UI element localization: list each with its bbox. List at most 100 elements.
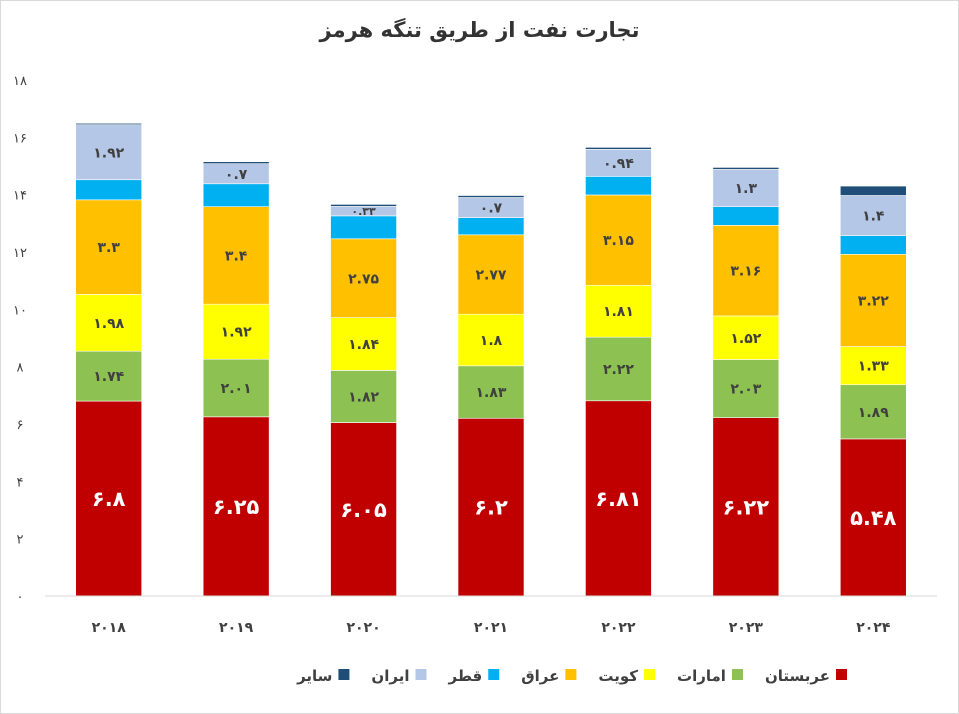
data-label: ۱.۳۳ [858,359,889,375]
x-axis: ۲۰۱۸ ۲۰۱۹ ۲۰۲۰ ۲۰۲۱ ۲۰۲۲ ۲۰۲۳ ۲۰۲۴ [45,595,937,636]
data-label: ۳.۱۵ [603,233,634,249]
y-tick-label: ۰ [17,590,24,605]
y-tick-label: ۲ [17,533,24,548]
legend-label: کویت [598,667,638,685]
data-label: ۱.۹۲ [93,145,124,161]
bar-segment [839,253,907,347]
bar-segment [202,206,270,305]
bar-segment [839,195,907,236]
bar-segment [712,225,780,317]
data-label: ۱.۸۱ [603,304,634,320]
y-axis: ۰ ۲ ۴ ۶ ۸ ۱۰ ۱۲ ۱۴ ۱۶ ۱۸ [13,74,27,605]
data-label: ۱.۳ [735,181,758,197]
bar-segment [839,346,907,386]
bar-segment [712,359,780,418]
bar-stack: ۶.۸۱ ۲.۲۲ ۱.۸۱ ۳.۱۵ ۰.۹۴ [585,147,652,597]
data-label: ۶.۲۲ [723,495,770,519]
y-tick-label: ۸ [17,361,24,376]
bar-segment [585,336,652,402]
data-label: ۳.۴ [225,248,248,264]
bar-segment [75,350,143,402]
bar-segment [75,122,143,126]
y-tick-label: ۱۶ [13,131,27,146]
bar-segment [712,206,780,226]
x-tick-label: ۲۰۲۳ [729,620,764,636]
bar-segment [75,124,143,181]
data-label: ۱.۴ [862,209,885,225]
bar-segment [457,234,525,315]
bar-stack: ۶.۲۵ ۲.۰۱ ۱.۹۲ ۳.۴ ۰.۷ [202,161,270,597]
data-label: ۰.۳۳ [351,205,376,218]
bar-segment [330,422,397,597]
bar-segment [712,417,780,597]
y-tick-label: ۱۴ [13,189,27,204]
bar-segment [202,161,270,165]
legend-swatch [644,669,656,680]
bar-segment [585,400,652,597]
bar-segment [585,149,652,177]
legend-item: عربستان [765,667,847,685]
bar-stack: ۶.۸ ۱.۷۴ ۱.۹۸ ۳.۳ ۱.۹۲ [75,122,143,597]
legend-label: ایران [371,667,409,685]
legend-label: عراق [521,667,559,685]
data-label: ۲.۰۱ [221,381,252,397]
bar-segment [839,185,907,196]
legend-swatch [415,669,427,680]
data-label: ۶.۸۱ [595,487,641,511]
x-tick-label: ۲۰۲۲ [601,620,636,636]
bar-stack: ۶.۲۲ ۲.۰۳ ۱.۵۲ ۳.۱۶ ۱.۳ [712,167,780,597]
bar-segment [330,204,397,207]
data-label: ۲.۲۲ [603,362,634,378]
legend-swatch [488,669,500,680]
data-label: ۱.۸۳ [476,385,507,401]
data-label: ۱.۵۲ [730,331,761,347]
bar-segment [330,317,397,371]
legend-label: امارات [677,667,726,685]
bar-segment [457,365,525,419]
data-label: ۳.۱۶ [730,264,761,280]
data-label: ۳.۳ [98,240,121,256]
bar-segment [712,315,780,360]
data-label: ۲.۰۳ [730,382,761,398]
bar-segment [202,358,270,418]
data-label: ۰.۷ [480,201,503,217]
y-tick-label: ۴ [17,475,24,490]
legend-item: کویت [598,667,656,685]
bar-segment [457,217,525,236]
x-tick-label: ۲۰۲۴ [856,620,891,636]
bar-segment [585,176,652,196]
legend-item: قطر [447,667,500,685]
bar-stack: ۶.۰۵ ۱.۸۲ ۱.۸۴ ۲.۷۵ ۰.۳۳ [330,204,397,597]
legend-label: عربستان [765,667,830,685]
data-label: ۶.۸ [92,487,126,511]
legend-swatch [836,669,847,680]
legend-swatch [338,669,350,680]
bar-segment [330,238,397,318]
bar-segment [585,194,652,286]
legend-item: ایران [371,667,427,685]
legend: عربستان امارات کویت عراق قطر ایران سایر [296,667,847,685]
legend-swatch [565,669,577,680]
x-tick-label: ۲۰۱۹ [219,620,254,636]
y-tick-label: ۱۰ [13,303,27,318]
bar-segment [839,235,907,255]
data-label: ۶.۰۵ [340,498,387,522]
bar-segment [585,147,652,150]
data-label: ۱.۸۹ [858,405,889,421]
bar-stack: ۵.۴۸ ۱.۸۹ ۱.۳۳ ۳.۲۲ ۱.۴ [839,185,907,597]
bar-segment [330,215,397,240]
bars: ۶.۸ ۱.۷۴ ۱.۹۸ ۳.۳ ۱.۹۲ ۶.۲۵ ۲.۰۱ ۱.۹۲ ۳.۴ ۰.۷ ۶.۰۵… [75,122,907,597]
y-tick-label: ۱۲ [13,246,27,261]
bar-segment [202,416,270,597]
bar-segment [839,438,907,597]
data-label: ۱.۹۸ [93,316,124,332]
bar-stack: ۶.۲ ۱.۸۳ ۱.۸ ۲.۷۷ ۰.۷ [457,195,525,597]
data-label: ۰.۷ [225,167,248,183]
y-tick-label: ۱۸ [13,74,27,89]
y-tick-label: ۶ [17,418,24,433]
bar-segment [712,167,780,170]
data-label: ۱.۷۴ [93,369,124,385]
data-label: ۱.۹۲ [221,325,252,341]
legend-label: سایر [296,667,332,685]
